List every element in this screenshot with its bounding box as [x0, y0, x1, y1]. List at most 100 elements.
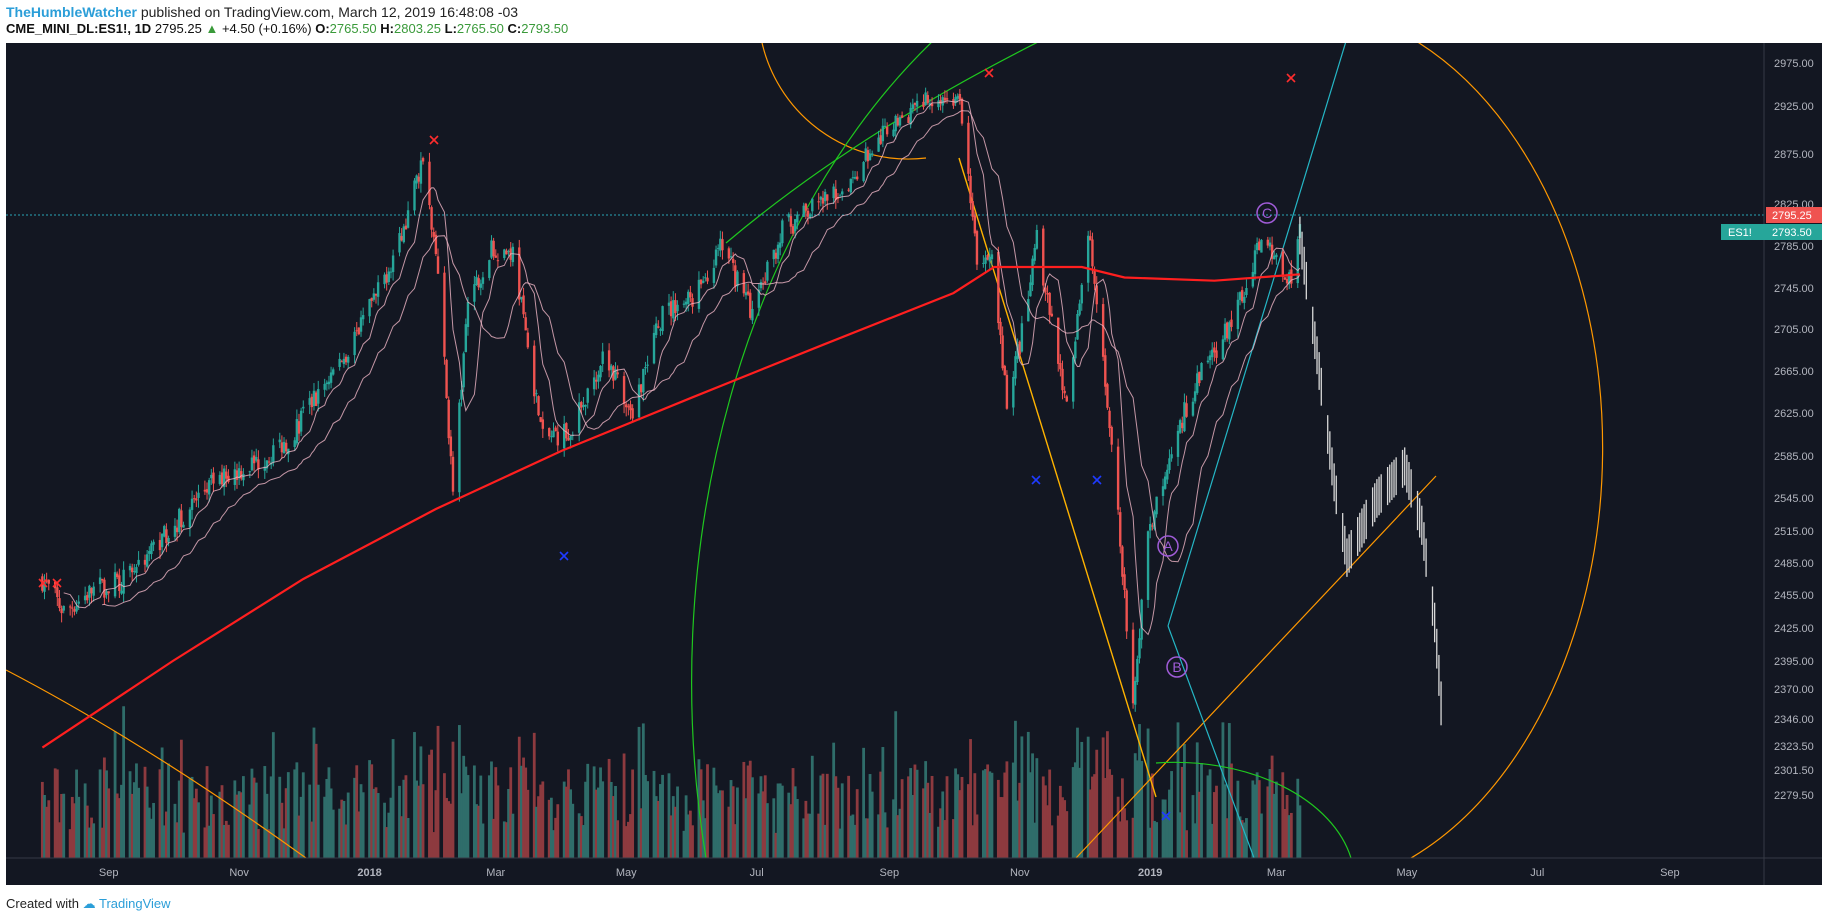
volume-bar	[374, 787, 378, 858]
volume-bar	[162, 825, 166, 858]
volume-bar	[601, 781, 605, 858]
candle-body	[71, 607, 74, 609]
volume-bar	[490, 761, 493, 858]
volume-bar	[1033, 822, 1037, 858]
candle-body	[105, 591, 108, 596]
candle-body	[881, 125, 885, 142]
candle-body	[479, 283, 482, 288]
candle-body	[984, 257, 987, 264]
volume-bar	[898, 808, 902, 858]
volume-bar	[960, 776, 964, 858]
candle-body	[599, 365, 602, 378]
candle-body	[257, 459, 260, 470]
volume-bar	[207, 825, 211, 858]
volume-bar	[569, 789, 573, 858]
candle-body	[325, 382, 329, 384]
volume-bar	[368, 760, 371, 858]
volume-bar	[173, 803, 177, 858]
candle-body	[779, 242, 782, 248]
x-marker-icon	[559, 551, 569, 561]
candle-body	[926, 95, 929, 103]
close-value: 2793.50	[521, 21, 569, 36]
candle-body	[1125, 590, 1128, 632]
volume-bar	[329, 788, 333, 858]
candle-body	[1148, 524, 1152, 531]
wave-label-circle	[1166, 656, 1188, 678]
candle-body	[383, 274, 386, 285]
volume-bar	[718, 790, 722, 858]
author-name[interactable]: TheHumbleWatcher	[6, 4, 137, 20]
volume-bar	[280, 802, 284, 858]
time-axis[interactable]: Sep Nov 2018 Mar May Jul Sep Nov 2019 Mar May Jul Se…	[99, 867, 1680, 879]
candle-body	[883, 125, 887, 127]
volume-bar	[571, 803, 575, 858]
open-value: 2765.50	[329, 21, 377, 36]
tradingview-logo-icon[interactable]: ☁	[82, 896, 96, 911]
volume-bar	[248, 804, 252, 858]
volume-bar	[62, 793, 66, 858]
price-axis[interactable]: 2975.002925.002875.002825.002785.002745.…	[1774, 58, 1814, 802]
candle-body	[1031, 258, 1034, 286]
volume-bar	[295, 762, 299, 858]
price-chart[interactable]: ABC 2975.002925.002875.002825.002785.002…	[6, 43, 1822, 885]
candle-body	[1240, 290, 1244, 302]
volume-bar	[1168, 789, 1171, 858]
low-label: L:	[444, 21, 457, 36]
candle-body	[60, 608, 63, 614]
volume-bar	[158, 769, 162, 858]
candle-body	[1093, 269, 1096, 284]
publication-header: TheHumbleWatcher published on TradingVie…	[6, 4, 518, 20]
candle-body	[180, 510, 183, 528]
volume-bar	[759, 776, 763, 858]
candle-body	[1050, 313, 1054, 317]
volume-bar	[359, 784, 363, 858]
candle-body	[1089, 236, 1092, 241]
candle-body	[122, 569, 125, 594]
candle-body	[535, 393, 538, 395]
candle-body	[1273, 255, 1276, 260]
volume-bar	[1041, 776, 1045, 858]
candle-body	[757, 289, 761, 308]
volume-bar	[1003, 772, 1007, 858]
volume-bar	[721, 790, 724, 858]
volume-bar	[105, 770, 108, 858]
x-marker-stroke	[1092, 475, 1102, 485]
candle-body	[682, 303, 686, 305]
candle-body	[1104, 355, 1107, 387]
candle-body	[817, 201, 820, 203]
volume-bar	[877, 814, 880, 858]
volume-bar	[1180, 766, 1184, 858]
volume-bar	[1150, 773, 1154, 858]
candle-body	[541, 419, 545, 429]
volume-bar	[445, 797, 448, 858]
x-marker-stroke	[1161, 811, 1171, 821]
volume-bar	[107, 788, 111, 858]
volume-bar	[611, 796, 615, 858]
volume-bar	[494, 767, 498, 858]
volume-bar	[357, 811, 361, 858]
x-marker-stroke	[1031, 475, 1041, 485]
candle-body	[227, 475, 230, 482]
x-marker-icon	[1286, 73, 1296, 83]
volume-bar	[340, 799, 344, 858]
candle-body	[909, 108, 912, 125]
volume-bar	[802, 818, 806, 858]
candle-body	[1029, 282, 1032, 297]
volume-bar	[160, 747, 164, 858]
candle-body	[592, 377, 596, 390]
volume-bar	[308, 784, 312, 858]
candle-body	[323, 383, 326, 390]
volume-bar	[1289, 812, 1293, 858]
volume-bar	[421, 784, 425, 858]
time-tick-label: Jul	[750, 867, 764, 879]
candle-body	[1138, 638, 1141, 659]
volume-bar	[727, 806, 731, 858]
volume-bar	[323, 796, 327, 858]
x-marker-stroke	[559, 551, 569, 561]
candle-body	[1027, 299, 1030, 322]
volume-bar	[742, 761, 746, 858]
tradingview-brand[interactable]: TradingView	[99, 896, 171, 911]
candle-body	[1185, 403, 1188, 417]
volume-bar	[1270, 755, 1274, 858]
